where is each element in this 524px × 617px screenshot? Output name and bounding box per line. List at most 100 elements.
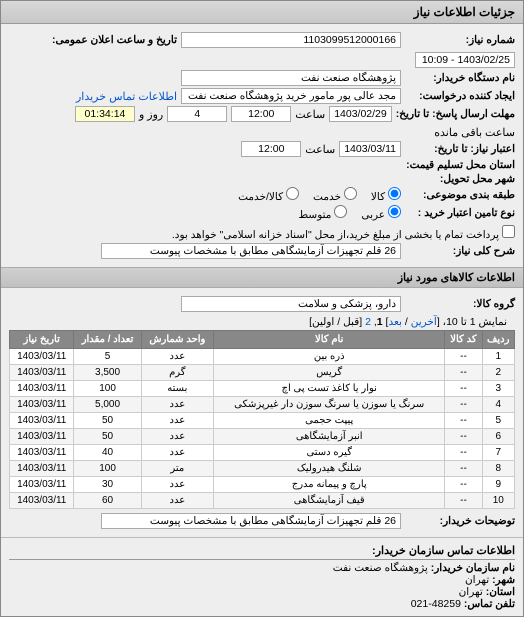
radio-cash[interactable] [388, 205, 401, 218]
cell: عدد [141, 349, 213, 365]
cell: 5 [482, 413, 515, 429]
group-label: گروه کالا: [405, 298, 515, 310]
buyer-desc-value: 26 قلم تجهیزات آزمایشگاهی مطابق با مشخصا… [101, 513, 401, 529]
cell: 1403/03/11 [10, 429, 74, 445]
cell: 7 [482, 445, 515, 461]
cell: ذره بین [214, 349, 445, 365]
cell: 1403/03/11 [10, 349, 74, 365]
valid-label: اعتبار نیاز: تا تاریخ: [405, 143, 515, 155]
goods-section-title: اطلاعات کالاهای مورد نیاز [1, 267, 523, 288]
table-row: 4--سرنگ یا سوزن یا سرنگ سوزن دار غیرپزشک… [10, 397, 515, 413]
days-val: 4 [167, 106, 227, 122]
pager-next[interactable]: بعد [388, 316, 402, 328]
cell: -- [445, 429, 482, 445]
days-label: روز و [139, 108, 163, 121]
col-header: کد کالا [445, 331, 482, 349]
group-value: دارو، پزشکی و سلامت [181, 296, 401, 312]
opt-both[interactable]: کالا/خدمت [238, 187, 299, 203]
cell: -- [445, 461, 482, 477]
cell: عدد [141, 493, 213, 509]
buyer-value: پژوهشگاه صنعت نفت [181, 70, 401, 86]
cell: پیپت حجمی [214, 413, 445, 429]
cell: 6 [482, 429, 515, 445]
table-row: 2--گریسگرم3,5001403/03/11 [10, 365, 515, 381]
footer: اطلاعات تماس سازمان خریدار: نام سازمان خ… [1, 537, 523, 616]
col-header: نام کالا [214, 331, 445, 349]
opt-service[interactable]: خدمت [313, 187, 357, 203]
cell: 1403/03/11 [10, 413, 74, 429]
cell: 1403/03/11 [10, 493, 74, 509]
cell: -- [445, 349, 482, 365]
cell: 1 [482, 349, 515, 365]
cell: 1403/03/11 [10, 381, 74, 397]
opt-goods[interactable]: کالا [371, 187, 401, 203]
cell: شلنگ هیدرولیک [214, 461, 445, 477]
buyer-label: نام دستگاه خریدار: [405, 72, 515, 84]
cell: 50 [74, 413, 141, 429]
announce-value: 1403/02/25 - 10:09 [415, 52, 515, 68]
opt-cash[interactable]: عربی [361, 205, 401, 221]
cell: قیف آزمایشگاهی [214, 493, 445, 509]
radio-credit[interactable] [334, 205, 347, 218]
cell: -- [445, 365, 482, 381]
check-note[interactable] [502, 225, 515, 238]
cell: پارچ و پیمانه مدرج [214, 477, 445, 493]
table-row: 7--گیره دستیعدد401403/03/11 [10, 445, 515, 461]
remain-val: 01:34:14 [75, 106, 135, 122]
desc-label: شرح کلی نیاز: [405, 245, 515, 257]
place-q-label: استان محل تسلیم قیمت: [405, 159, 515, 171]
cell: 40 [74, 445, 141, 461]
prov-val: تهران [459, 586, 483, 598]
radio-both[interactable] [286, 187, 299, 200]
cell: 60 [74, 493, 141, 509]
cell: -- [445, 381, 482, 397]
col-header: ردیف [482, 331, 515, 349]
cell: 10 [482, 493, 515, 509]
cell: 1403/03/11 [10, 445, 74, 461]
cell: 1403/03/11 [10, 365, 74, 381]
valid-date: 1403/03/11 [339, 141, 401, 157]
need-details-panel: جزئیات اطلاعات نیاز شماره نیاز: 11030995… [0, 0, 524, 617]
opt-credit[interactable]: متوسط [298, 205, 347, 221]
creator-value: مجد عالی پور مامور خرید پژوهشگاه صنعت نف… [181, 88, 401, 104]
tel-val: 48259-021 [411, 598, 461, 610]
cell: -- [445, 413, 482, 429]
place-d-label: شهر محل تحویل: [405, 173, 515, 185]
cell: گریس [214, 365, 445, 381]
table-row: 6--انبر آزمایشگاهیعدد501403/03/11 [10, 429, 515, 445]
radio-service[interactable] [344, 187, 357, 200]
cell: 2 [482, 365, 515, 381]
desc-value: 26 قلم تجهیزات آزمایشگاهی مطابق با مشخصا… [101, 243, 401, 259]
org-val: پژوهشگاه صنعت نفت [333, 562, 428, 574]
pager-last[interactable]: آخرین [411, 316, 437, 328]
radio-goods[interactable] [388, 187, 401, 200]
opt-note[interactable]: پرداخت تمام یا بخشی از مبلغ خرید،از محل … [172, 225, 515, 241]
cell: نوار یا کاغذ تست پی اچ [214, 381, 445, 397]
cell: 100 [74, 461, 141, 477]
cell: 1403/03/11 [10, 477, 74, 493]
cell: عدد [141, 429, 213, 445]
cell: گیره دستی [214, 445, 445, 461]
table-row: 10--قیف آزمایشگاهیعدد601403/03/11 [10, 493, 515, 509]
cell: متر [141, 461, 213, 477]
panel-title: جزئیات اطلاعات نیاز [1, 1, 523, 24]
announce-label: تاریخ و ساعت اعلان عمومی: [52, 34, 177, 46]
table-row: 9--پارچ و پیمانه مدرجعدد301403/03/11 [10, 477, 515, 493]
table-row: 5--پیپت حجمیعدد501403/03/11 [10, 413, 515, 429]
table-row: 3--نوار یا کاغذ تست پی اچبسته1001403/03/… [10, 381, 515, 397]
cell: 30 [74, 477, 141, 493]
cell: -- [445, 445, 482, 461]
pager: نمایش 1 تا 10، [آخرین / بعد] 1, 2 [قبل /… [9, 314, 515, 330]
class-label: طبقه بندی موضوعی: [405, 189, 515, 201]
hour-label-2: ساعت [305, 143, 335, 156]
deadline-label: مهلت ارسال پاسخ: تا تاریخ: [396, 108, 515, 120]
valid-hour: 12:00 [241, 141, 301, 157]
col-header: واحد شمارش [141, 331, 213, 349]
cell: 8 [482, 461, 515, 477]
cell: 5,000 [74, 397, 141, 413]
remain-label: ساعت باقی مانده [434, 126, 515, 139]
buyer-contact-link[interactable]: اطلاعات تماس خریدار [76, 90, 177, 103]
tel-label: تلفن تماس: [464, 598, 515, 610]
deadline-hour: 12:00 [231, 106, 291, 122]
cell: 5 [74, 349, 141, 365]
